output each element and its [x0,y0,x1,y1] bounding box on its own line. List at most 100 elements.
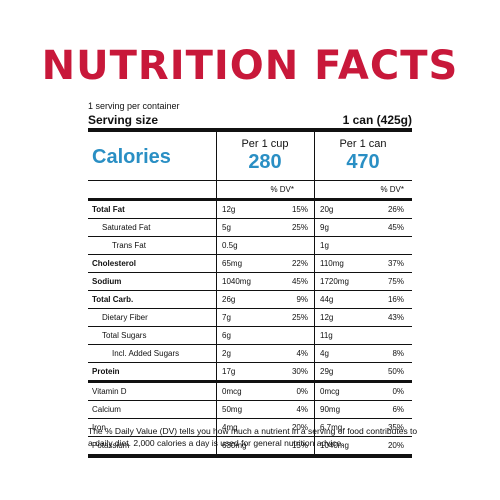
dv-per-cup: 4% [296,405,308,414]
dv-per-cup: 15% [291,441,308,450]
nutrient-row: Potassium 630mg 15% 1040mg 20% [88,437,412,454]
nutrient-name: Iron [92,423,106,432]
dv-per-can: 16% [387,295,404,304]
amount-per-can: 1g [320,241,329,250]
nutrient-name: Calcium [92,405,121,414]
amount-per-can: 1720mg [320,277,349,286]
nutrient-name: Sodium [92,277,122,286]
dv-header-can: % DV* [380,185,404,194]
amount-per-can: 1040mg [320,441,349,450]
nutrient-name: Cholesterol [92,259,137,268]
calories-label: Calories [92,146,171,168]
dv-per-cup: 30% [291,367,308,376]
nutrient-name: Total Carb. [92,295,134,304]
amount-per-can: 6.7mg [320,423,343,432]
nutrient-name: Total Sugars [102,331,147,340]
nutrient-name: Vitamin D [92,387,127,396]
dv-per-cup: 45% [291,277,308,286]
amount-per-can: 110mg [320,259,344,268]
nutrient-table: Total Fat 12g 15% 20g 26% Saturated Fat 5g 25% 9… [88,201,412,380]
dv-per-can: 50% [387,367,404,376]
nutrient-row: Saturated Fat 5g 25% 9g 45% [88,219,412,236]
divider-thick [88,128,412,132]
serving-size-label: Serving size [88,113,159,127]
amount-per-can: 90mg [320,405,341,414]
nutrient-row: Iron 4mg 20% 6.7mg 35% [88,419,412,436]
amount-per-cup: 1040mg [222,277,251,286]
nutrient-name: Total Fat [92,205,125,214]
dv-per-can: 8% [392,349,404,358]
amount-per-can: 0mcg [320,387,340,396]
nutrient-row: Total Sugars 6g 11g [88,327,412,344]
dv-per-cup: 22% [291,259,308,268]
dv-per-can: 43% [387,313,404,322]
dv-per-can: 6% [392,405,404,414]
amount-per-can: 11g [320,331,333,340]
calories-cup-column: Per 1 cup 280 [216,132,314,174]
amount-per-can: 20g [320,205,334,214]
nutrient-row: Total Carb. 26g 9% 44g 16% [88,291,412,308]
amount-per-can: 4g [320,349,329,358]
amount-per-cup: 2g [222,349,231,358]
nutrient-row: Calcium 50mg 4% 90mg 6% [88,401,412,418]
dv-per-can: 35% [387,423,404,432]
amount-per-cup: 17g [222,367,236,376]
dv-per-cup: 0% [296,387,308,396]
dv-per-cup: 20% [291,423,308,432]
calories-per-can: 470 [346,151,380,173]
serving-size-row: Serving size 1 can (425g) [88,112,412,128]
calories-row: Calories Per 1 cup 280 Per 1 can 470 [88,132,412,180]
dv-per-cup: 25% [291,313,308,322]
per-can-header: Per 1 can [339,138,387,150]
dv-per-can: 45% [387,223,404,232]
amount-per-cup: 5g [222,223,231,232]
amount-per-cup: 4mg [222,423,238,432]
nutrient-row: Incl. Added Sugars 2g 4% 4g 8% [88,345,412,362]
nutrient-name: Dietary Fiber [102,313,148,322]
nutrient-name: Trans Fat [112,241,146,250]
nutrient-row: Dietary Fiber 7g 25% 12g 43% [88,309,412,326]
amount-per-can: 12g [320,313,334,322]
dv-per-can: 26% [387,205,404,214]
dv-per-can: 37% [387,259,404,268]
amount-per-cup: 7g [222,313,231,322]
per-cup-header: Per 1 cup [241,138,289,150]
dv-header-cup: % DV* [270,185,294,194]
dv-per-can: 20% [387,441,404,450]
dv-per-cup: 9% [296,295,308,304]
amount-per-can: 29g [320,367,334,376]
nutrition-panel: 1 serving per container Serving size 1 c… [88,100,412,458]
nutrient-name: Incl. Added Sugars [112,349,180,358]
nutrient-name: Potassium [92,441,130,450]
vitamin-table: Vitamin D 0mcg 0% 0mcg 0% Calcium 50mg 4% 90mg 6%… [88,383,412,454]
amount-per-cup: 0mcg [222,387,242,396]
dv-per-cup: 15% [291,205,308,214]
amount-per-cup: 50mg [222,405,243,414]
nutrient-row: Cholesterol 65mg 22% 110mg 37% [88,255,412,272]
servings-per-container: 1 serving per container [88,101,180,111]
amount-per-cup: 12g [222,205,236,214]
dv-per-cup: 25% [291,223,308,232]
amount-per-cup: 26g [222,295,236,304]
amount-per-can: 44g [320,295,334,304]
dv-per-cup: 4% [296,349,308,358]
amount-per-can: 9g [320,223,329,232]
amount-per-cup: 630mg [222,441,247,450]
nutrient-name: Saturated Fat [102,223,151,232]
nutrient-row: Total Fat 12g 15% 20g 26% [88,201,412,218]
amount-per-cup: 0.5g [222,241,238,250]
dv-per-can: 0% [392,387,404,396]
daily-value-footnote: The % Daily Value (DV) tells you how muc… [88,426,418,448]
calories-can-column: Per 1 can 470 [314,132,412,174]
dv-header-row: % DV* % DV* [88,181,412,198]
nutrient-row: Sodium 1040mg 45% 1720mg 75% [88,273,412,290]
amount-per-cup: 6g [222,331,231,340]
serving-size-value: 1 can (425g) [342,113,412,127]
dv-per-can: 75% [387,277,404,286]
calories-per-cup: 280 [248,151,282,173]
nutrient-row: Protein 17g 30% 29g 50% [88,363,412,380]
amount-per-cup: 65mg [222,259,243,268]
nutrient-row: Trans Fat 0.5g 1g [88,237,412,254]
nutrient-row: Vitamin D 0mcg 0% 0mcg 0% [88,383,412,400]
nutrition-facts-title: NUTRITION FACTS [41,43,459,89]
